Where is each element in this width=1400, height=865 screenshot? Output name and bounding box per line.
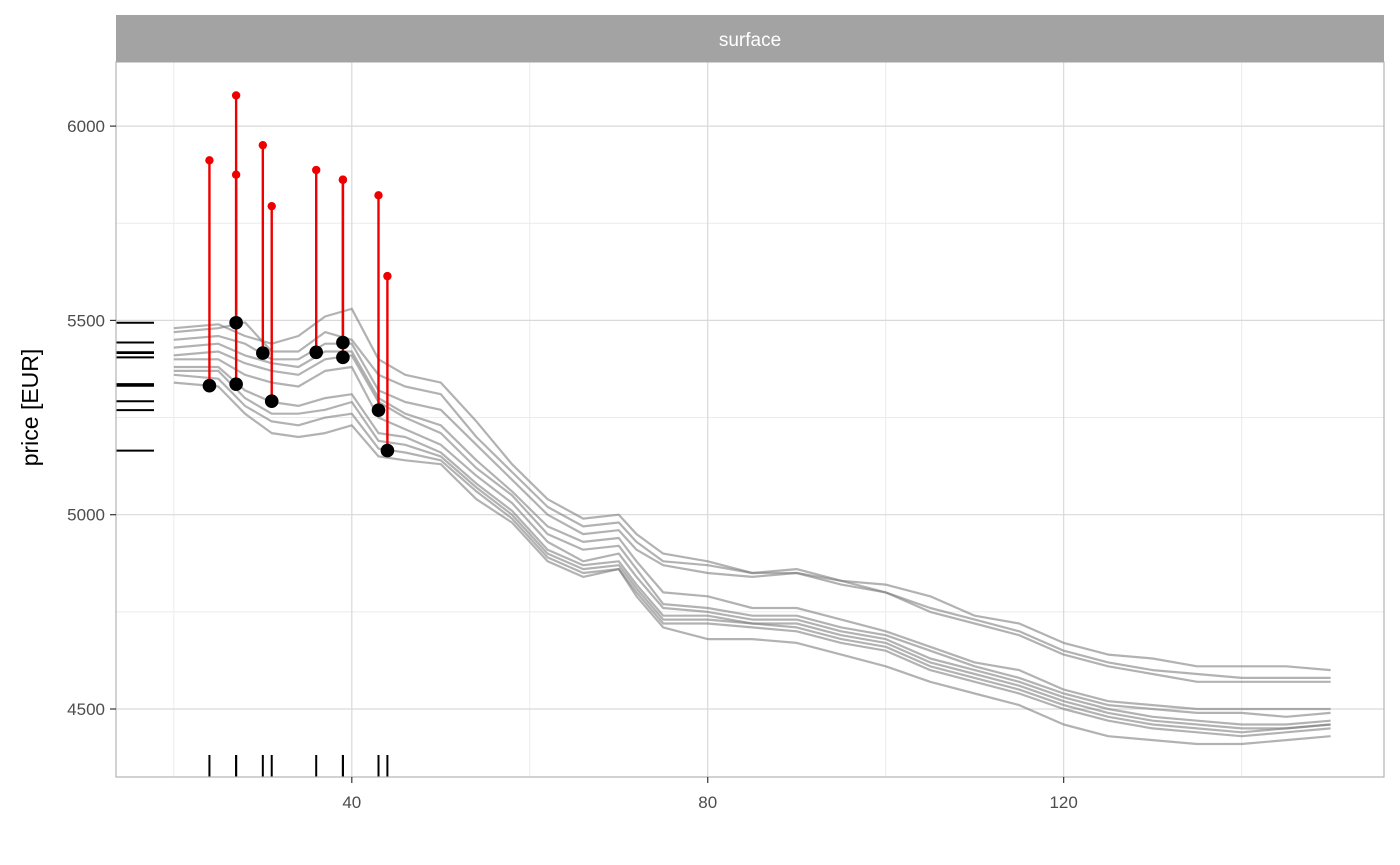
y-tick-label-5500: 5500 [67, 311, 105, 330]
y-axis: 4500 5000 5500 6000 [67, 117, 116, 719]
profile-line-1 [173, 307, 1331, 672]
facet-strip-label: surface [719, 30, 781, 51]
profile-line-10 [173, 381, 1331, 746]
y-tick-label-4500: 4500 [67, 700, 105, 719]
predicted-point-1 [202, 378, 217, 393]
grid-major [116, 62, 1384, 777]
predicted-point-9 [371, 403, 386, 417]
profile-line-3 [173, 334, 1331, 683]
y-axis-title: price [EUR] [17, 349, 43, 467]
predicted-point-4 [256, 346, 270, 360]
profile-line-4 [173, 342, 1331, 711]
observed-point-5 [267, 201, 276, 211]
profile-lines [173, 307, 1331, 746]
x-tick-label-40: 40 [342, 793, 361, 812]
x-axis: 40 80 120 [342, 777, 1078, 812]
x-tick-label-120: 120 [1049, 793, 1077, 812]
profile-line-6 [173, 358, 1331, 726]
y-tick-label-6000: 6000 [67, 117, 105, 136]
predicted-point-6 [309, 345, 324, 360]
observed-point-2 [231, 91, 241, 100]
observed-point-10 [383, 271, 392, 281]
observation-points [202, 315, 395, 458]
residual-segments [205, 91, 392, 451]
observed-point-8 [338, 175, 348, 184]
predicted-point-3 [229, 377, 243, 391]
profile-line-9 [173, 373, 1331, 738]
facet-strip [116, 15, 1384, 62]
observed-point-9 [374, 191, 383, 200]
profile-line-8 [173, 369, 1331, 734]
x-tick-label-80: 80 [698, 793, 717, 812]
predicted-point-5 [264, 394, 279, 409]
observed-point-1 [205, 156, 214, 165]
profile-line-5 [173, 350, 1331, 718]
predicted-point-2 [229, 315, 243, 330]
predicted-point-7 [336, 335, 350, 350]
observed-point-4 [258, 140, 268, 150]
predicted-point-8 [336, 350, 350, 365]
rug-marks [116, 321, 389, 777]
observed-point-6 [312, 165, 321, 175]
profile-line-7 [173, 365, 1331, 730]
predicted-point-10 [380, 443, 395, 458]
y-tick-label-5000: 5000 [67, 506, 105, 525]
observed-point-3 [231, 170, 241, 179]
profile-line-2 [173, 321, 1331, 680]
